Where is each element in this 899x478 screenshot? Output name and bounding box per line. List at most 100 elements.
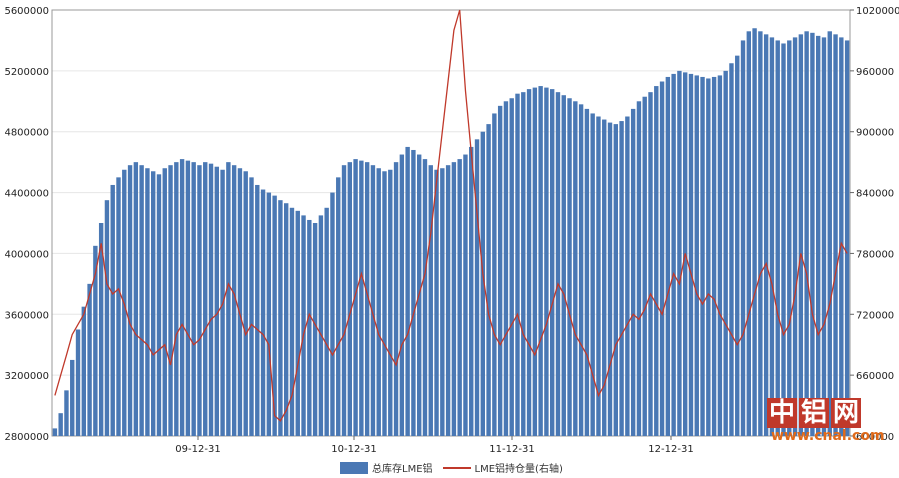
inventory-bar: [752, 28, 757, 437]
watermark-char-3: 网: [831, 398, 862, 428]
inventory-bar: [145, 168, 150, 436]
inventory-bar: [353, 159, 358, 436]
inventory-bar: [64, 390, 69, 436]
inventory-bar: [758, 31, 763, 437]
inventory-bar: [150, 171, 156, 436]
inventory-bar: [87, 283, 92, 436]
inventory-bar: [746, 31, 752, 437]
inventory-bar: [769, 37, 775, 437]
inventory-bar: [318, 215, 324, 436]
inventory-bar: [52, 428, 58, 436]
inventory-bar: [98, 223, 104, 436]
open-interest-line: [54, 9, 848, 422]
inventory-bar: [792, 37, 798, 437]
inventory-bar: [787, 40, 792, 437]
inventory-bar: [688, 73, 694, 437]
inventory-bar: [630, 108, 636, 437]
inventory-bar: [723, 70, 728, 436]
inventory-bar: [567, 98, 572, 436]
inventory-bar: [833, 34, 838, 436]
inventory-bar: [440, 168, 445, 436]
open-interest-polyline: [54, 9, 848, 422]
inventory-bar: [735, 55, 740, 437]
inventory-bar: [393, 162, 399, 436]
inventory-bar: [781, 43, 786, 436]
inventory-bar: [492, 113, 497, 436]
watermark-char-2: 铝: [799, 398, 830, 428]
inventory-bar: [370, 165, 376, 436]
x-tick-label: 09-12-31: [175, 444, 220, 455]
inventory-bar: [127, 165, 133, 436]
legend: 总库存LME铝 LME铝持仓量(右轴): [340, 460, 563, 475]
inventory-bar: [307, 219, 312, 436]
inventory-bar: [700, 76, 705, 436]
inventory-bar: [214, 166, 220, 436]
right-tick-label: 1020000: [856, 6, 899, 17]
inventory-bar: [486, 124, 491, 436]
inventory-bar: [555, 92, 561, 437]
inventory-bar: [382, 171, 387, 436]
inventory-bar: [156, 174, 162, 437]
right-tick-label: 720000: [856, 310, 894, 321]
inventory-bar: [521, 92, 526, 437]
watermark-url: www.cnal.com: [771, 428, 885, 444]
left-tick-label: 4000000: [4, 249, 49, 260]
right-tick-label: 840000: [856, 189, 894, 200]
x-tick-label: 12-12-31: [648, 444, 693, 455]
inventory-bar: [590, 113, 595, 436]
inventory-bar: [301, 215, 306, 436]
inventory-bar: [295, 210, 300, 436]
inventory-bar: [289, 207, 295, 436]
inventory-bar: [451, 162, 457, 436]
inventory-bar: [243, 171, 248, 436]
inventory-bar: [711, 76, 717, 436]
inventory-bar: [607, 122, 613, 436]
watermark-char-1: 中: [767, 398, 798, 428]
inventory-bar: [538, 86, 543, 437]
inventory-bar: [93, 245, 98, 436]
right-tick-label: 960000: [856, 67, 894, 78]
inventory-bar: [625, 116, 630, 436]
inventory-bar: [347, 162, 353, 436]
inventory-bar: [330, 192, 335, 436]
inventory-bar: [844, 40, 850, 437]
inventory-bar: [613, 124, 619, 436]
watermark-logo: 中 铝 网 www.cnal.com: [767, 398, 885, 458]
inventory-bar: [578, 104, 584, 436]
inventory-bar: [278, 200, 283, 436]
inventory-bar: [139, 165, 144, 436]
inventory-bar: [324, 207, 329, 436]
inventory-bar: [81, 306, 87, 436]
inventory-bar: [509, 98, 514, 436]
inventory-bar: [677, 70, 682, 436]
inventory-bar: [203, 162, 208, 436]
inventory-bar: [573, 101, 578, 437]
inventory-bar: [515, 93, 520, 436]
inventory-bar: [526, 89, 532, 436]
right-axis: 600000 660000 720000 780000 840000 900000 9600…: [850, 6, 899, 443]
inventory-bar: [694, 75, 699, 437]
inventory-bar: [405, 146, 410, 436]
inventory-bar: [827, 31, 832, 437]
inventory-bar: [544, 87, 549, 436]
inventory-bar: [428, 165, 433, 436]
left-tick-label: 3200000: [4, 371, 49, 382]
inventory-bar: [654, 86, 659, 437]
inventory-bar: [359, 160, 364, 436]
inventory-bar: [503, 101, 509, 437]
legend-bar-label: 总库存LME铝: [372, 464, 433, 475]
inventory-bar: [474, 139, 480, 437]
inventory-bar: [399, 154, 405, 437]
inventory-bar: [133, 162, 139, 436]
left-axis: 2800000 3200000 3600000 4000000 4400000 48000…: [4, 6, 49, 443]
inventory-bar: [162, 168, 167, 436]
inventory-bar: [642, 96, 647, 436]
inventory-bar: [619, 121, 624, 437]
inventory-bar: [798, 34, 804, 436]
plot-frame: [51, 9, 851, 437]
inventory-bar: [237, 168, 243, 436]
right-tick-label: 600000: [856, 432, 894, 443]
inventory-bar: [839, 37, 844, 437]
inventory-bar: [549, 89, 555, 436]
inventory-bar: [283, 203, 289, 436]
